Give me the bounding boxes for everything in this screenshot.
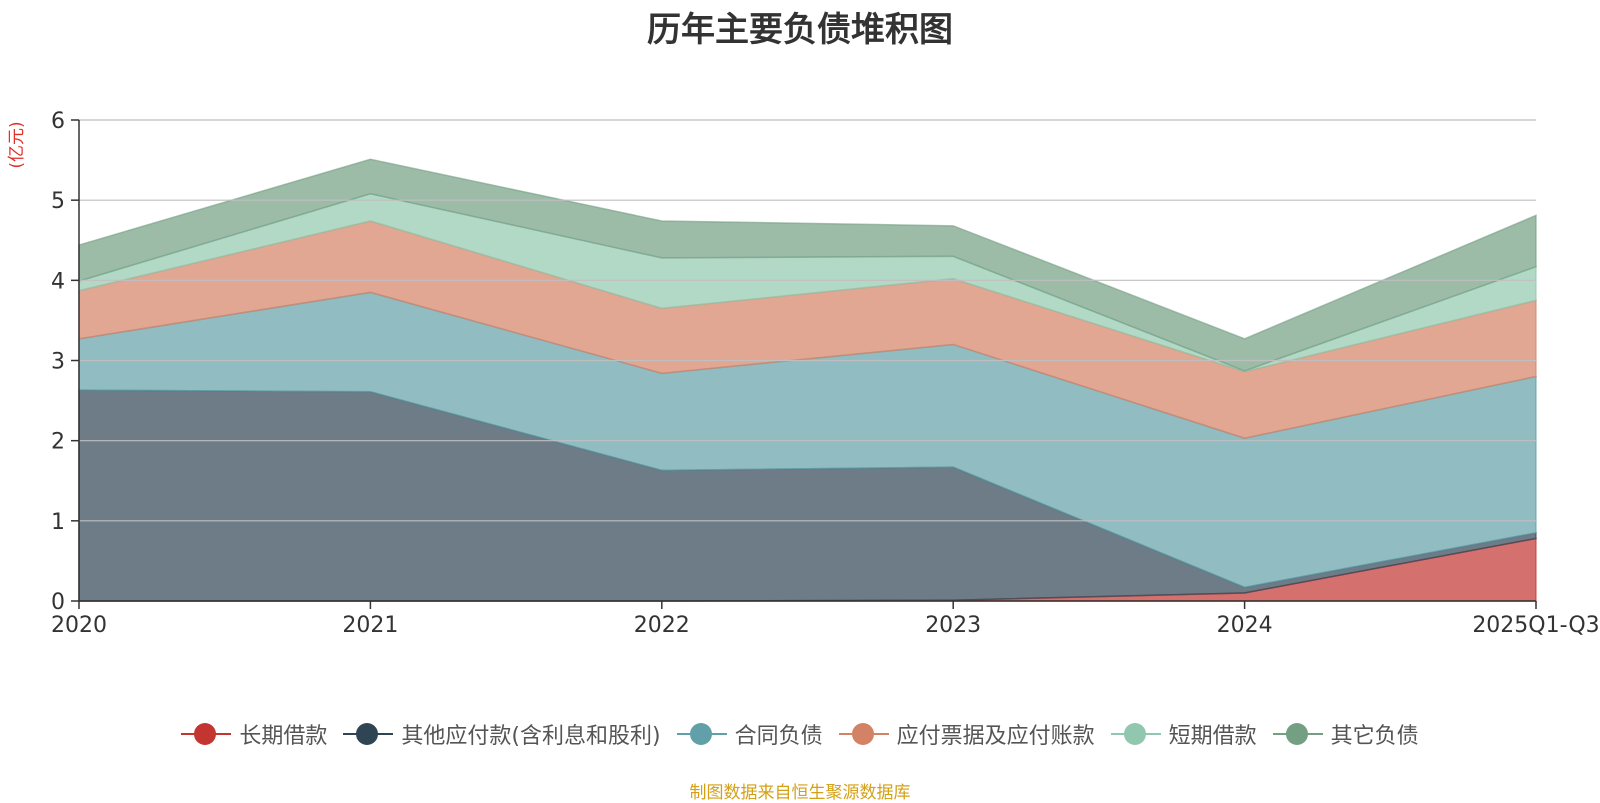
legend-item-4[interactable]: 应付票据及应付账款 <box>838 718 1095 750</box>
series-areas <box>78 158 1537 602</box>
legend-label: 合同负债 <box>734 724 823 749</box>
y-tick-label: 0 <box>51 590 65 615</box>
legend-label: 应付票据及应付账款 <box>896 724 1095 749</box>
x-tick-label: 2021 <box>342 613 398 638</box>
chart-title: 历年主要负债堆积图 <box>647 10 953 50</box>
legend-label: 短期借款 <box>1168 724 1257 749</box>
legend-item-2[interactable]: 其他应付款(含利息和股利) <box>343 718 661 750</box>
legend-marker-icon <box>676 722 727 746</box>
legend-marker-icon <box>1272 722 1323 746</box>
chart-plot-area: 0 1 2 3 4 5 6 2020 2021 2022 2023 2024 2025Q1-Q3 <box>51 109 1600 638</box>
y-tick-label: 6 <box>51 109 65 134</box>
legend-item-6[interactable]: 其它负债 <box>1272 718 1419 750</box>
legend-marker-icon <box>343 722 394 746</box>
legend-label: 其它负债 <box>1330 724 1419 749</box>
source-note: 制图数据来自恒生聚源数据库 <box>689 783 911 803</box>
legend-label: 其他应付款(含利息和股利) <box>401 724 661 749</box>
y-tick-label: 1 <box>51 510 65 535</box>
x-tick-label: 2024 <box>1217 613 1273 638</box>
legend-marker-icon <box>1110 722 1161 746</box>
y-tick-label: 5 <box>51 189 65 214</box>
legend: 长期借款 其他应付款(含利息和股利) 合同负债 应付票据及应付账款 短期借款 其它负债 <box>0 718 1600 750</box>
y-axis-unit-text: (亿元) <box>7 121 27 168</box>
y-axis-unit-label: (亿元) <box>7 121 27 168</box>
legend-item-3[interactable]: 合同负债 <box>676 718 823 750</box>
x-tick-label: 2022 <box>634 613 690 638</box>
x-tick-label: 2023 <box>925 613 981 638</box>
legend-marker-icon <box>838 722 889 746</box>
legend-label: 长期借款 <box>239 724 328 749</box>
legend-marker-icon <box>181 722 232 746</box>
y-tick-label: 4 <box>51 269 65 294</box>
series-area-6 <box>78 158 1537 372</box>
x-tick-label: 2025Q1-Q3 <box>1472 613 1599 638</box>
legend-item-5[interactable]: 短期借款 <box>1110 718 1257 750</box>
legend-item-1[interactable]: 长期借款 <box>181 718 327 750</box>
y-tick-label: 3 <box>51 350 65 375</box>
x-tick-label: 2020 <box>51 613 107 638</box>
y-tick-label: 2 <box>51 430 65 455</box>
